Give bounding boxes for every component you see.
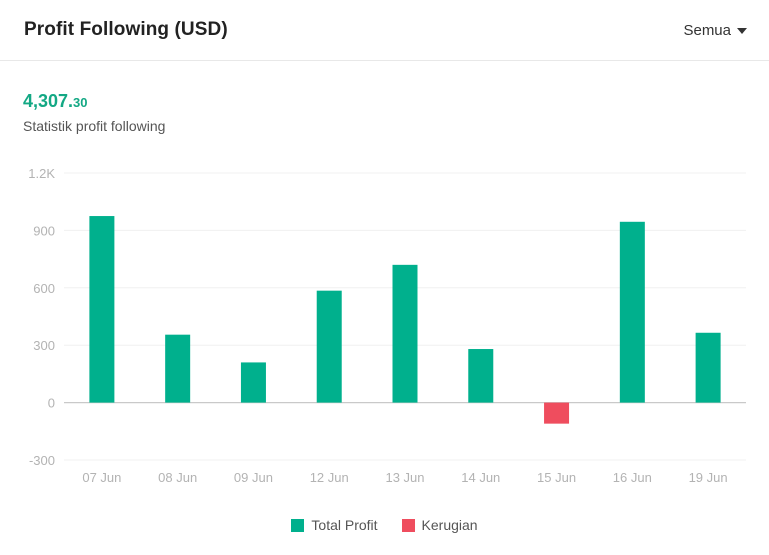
- y-tick-label: 0: [48, 396, 55, 411]
- legend-swatch-kerugian: [401, 518, 415, 532]
- total-profit-value: 4,307. 30: [23, 91, 88, 112]
- legend-label-kerugian: Kerugian: [421, 517, 478, 533]
- profit-bar-chart: -300 0 300 600 900 1.2K 07 Jun 08 Jun 09 Jun 12 J…: [28, 166, 746, 485]
- x-tick-label: 09 Jun: [234, 470, 273, 485]
- x-tick-label: 07 Jun: [82, 470, 121, 485]
- x-tick-label: 14 Jun: [461, 470, 500, 485]
- summary-subtitle: Statistik profit following: [23, 118, 166, 134]
- x-tick-label: 15 Jun: [537, 470, 576, 485]
- legend-label-total-profit: Total Profit: [311, 517, 378, 533]
- bar-total-profit[interactable]: [316, 290, 342, 403]
- card-title: Profit Following (USD): [24, 19, 228, 40]
- bar-kerugian[interactable]: [544, 402, 570, 424]
- x-tick-label: 16 Jun: [613, 470, 652, 485]
- card-header: Profit Following (USD) Semua: [0, 0, 769, 61]
- total-profit-decimal: 30: [73, 95, 88, 110]
- bar-total-profit[interactable]: [392, 264, 418, 403]
- bar-total-profit[interactable]: [89, 216, 115, 403]
- caret-down-icon: [737, 28, 747, 34]
- y-tick-label: 600: [33, 281, 55, 296]
- bar-total-profit[interactable]: [695, 332, 721, 403]
- x-tick-label: 19 Jun: [689, 470, 728, 485]
- y-tick-label: -300: [29, 453, 55, 468]
- x-tick-label: 13 Jun: [385, 470, 424, 485]
- y-tick-label: 300: [33, 338, 55, 353]
- bar-total-profit[interactable]: [165, 334, 191, 403]
- legend-item-total-profit[interactable]: Total Profit: [291, 517, 378, 533]
- period-filter-label: Semua: [683, 22, 731, 39]
- x-tick-label: 12 Jun: [310, 470, 349, 485]
- chart-legend: Total Profit Kerugian: [0, 517, 769, 533]
- legend-swatch-total-profit: [291, 518, 305, 532]
- total-profit-integer: 4,307.: [23, 91, 74, 111]
- y-tick-label: 1.2K: [28, 166, 55, 181]
- period-filter-dropdown[interactable]: Semua: [683, 22, 747, 39]
- y-tick-label: 900: [33, 223, 55, 238]
- bar-total-profit[interactable]: [619, 221, 645, 403]
- legend-item-kerugian[interactable]: Kerugian: [401, 517, 478, 533]
- x-tick-label: 08 Jun: [158, 470, 197, 485]
- bar-total-profit[interactable]: [468, 349, 494, 403]
- bar-total-profit[interactable]: [240, 362, 266, 403]
